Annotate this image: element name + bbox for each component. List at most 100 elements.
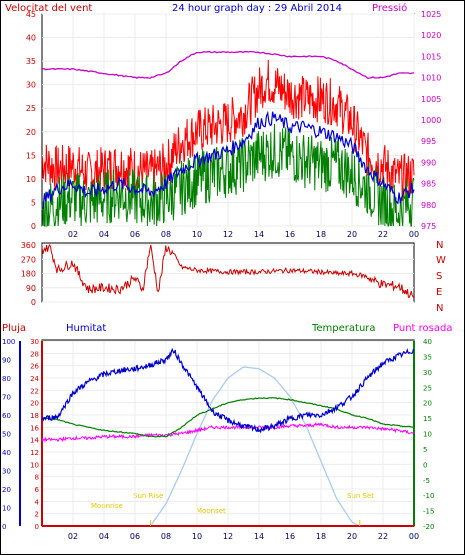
rain-axis-tick-label: 6 (35, 486, 40, 494)
pressure-axis-title: Pressió (372, 2, 407, 14)
x-tick-label: 16 (285, 532, 295, 541)
temperature-axis-tick-label: -15 (423, 508, 434, 516)
x-tick-label: 00 (409, 230, 419, 239)
temperature-axis-tick-label: -20 (423, 523, 434, 531)
x-tick-label: 00 (409, 532, 419, 541)
dir-label-n-top: N (436, 240, 443, 251)
direction-axis-tick-label: 90 (26, 284, 36, 293)
direction-axis-tick-label: 270 (21, 255, 36, 264)
rain-axis-tick-label: 12 (30, 449, 39, 457)
pressure-axis-tick-label: 1005 (421, 95, 441, 104)
humidity-axis-tick-label: 10 (2, 505, 11, 513)
direction-axis-tick-label: 180 (21, 270, 36, 279)
pressure-axis-tick-label: 985 (421, 180, 436, 189)
x-tick-label: 16 (285, 230, 295, 239)
wind-average-series (41, 110, 415, 209)
direction-axis-tick-label: 360 (21, 241, 36, 250)
wind-axis-tick-label: 35 (26, 57, 36, 66)
temperature-axis-tick-label: 15 (423, 415, 432, 423)
temperature-axis-tick-label: 35 (423, 353, 432, 361)
dir-label-w: W (436, 255, 446, 266)
pressure-axis-tick-label: 990 (421, 158, 436, 167)
x-tick-label: 08 (161, 532, 171, 541)
temperature-series (41, 396, 415, 438)
direction-axis-tick-label: 0 (31, 298, 36, 307)
wind-axis-tick-label: 20 (26, 128, 36, 137)
x-tick-label: 08 (161, 230, 171, 239)
wind-axis-tick-label: 25 (26, 104, 36, 113)
moonrise-label: Moonrise (91, 502, 123, 510)
wind-axis-tick-label: 5 (31, 198, 36, 207)
rain-axis-tick-label: 24 (30, 375, 39, 383)
x-tick-label: 10 (192, 532, 202, 541)
wind-speed-axis-title: Velocitat del vent (5, 3, 92, 14)
x-tick-label: 06 (130, 532, 140, 541)
rain-axis-tick-label: 18 (30, 412, 39, 420)
wind-gust-series (41, 59, 415, 202)
rain-axis-tick-label: 0 (35, 523, 39, 531)
temperature-axis-tick-label: -5 (423, 477, 430, 485)
moonset-label: Moonset (196, 507, 226, 515)
pressure-axis-tick-label: 1010 (421, 74, 441, 83)
humidity-axis-tick-label: 50 (2, 431, 11, 439)
temperature-axis-tick-label: 40 (423, 338, 432, 346)
chart-title: 24 hour graph day : 29 Abril 2014 (172, 3, 342, 14)
sunrise-label: Sun Rise (133, 492, 163, 500)
x-tick-label: 22 (378, 532, 388, 541)
x-tick-label: 12 (223, 230, 233, 239)
pressure-axis-tick-label: 1000 (421, 116, 441, 125)
humidity-axis-tick-label: 70 (2, 394, 11, 402)
pressure-axis-tick-label: 995 (421, 137, 436, 146)
pressure-axis-tick-label: 975 (421, 222, 436, 231)
x-tick-label: 22 (378, 230, 388, 239)
pressure-axis-tick-label: 1025 (421, 10, 441, 19)
sunset-label: Sun Set (347, 492, 374, 500)
legend-dew-point: Punt rosada (393, 323, 452, 334)
x-tick-label: 04 (99, 532, 109, 541)
humidity-axis-tick-label: 90 (2, 357, 11, 365)
x-tick-label: 04 (99, 230, 109, 239)
rain-axis-tick-label: 22 (30, 387, 39, 395)
legend-temperature: Temperatura (311, 323, 376, 334)
x-tick-label: 02 (68, 230, 78, 239)
x-tick-label: 18 (316, 230, 326, 239)
x-tick-label: 20 (347, 532, 357, 541)
humidity-axis-tick-label: 100 (2, 338, 15, 346)
humidity-axis-tick-label: 20 (2, 486, 11, 494)
rain-axis-tick-label: 10 (30, 461, 39, 469)
wind-axis-tick-label: 0 (31, 222, 36, 231)
wind-axis-tick-label: 10 (26, 175, 36, 184)
rain-axis-tick-label: 28 (30, 350, 39, 358)
dir-label-n-bottom: N (436, 303, 443, 314)
rain-axis-tick-label: 26 (30, 363, 39, 371)
x-tick-label: 14 (254, 230, 264, 239)
temperature-axis-tick-label: -10 (423, 492, 434, 500)
x-tick-label: 14 (254, 532, 264, 541)
humidity-axis-tick-label: 40 (2, 449, 11, 457)
x-tick-label: 06 (130, 230, 140, 239)
pressure-series (41, 50, 415, 79)
rain-axis-tick-label: 16 (30, 424, 39, 432)
temperature-axis-tick-label: 25 (423, 384, 432, 392)
pressure-axis-tick-label: 1020 (421, 31, 441, 40)
rain-axis-tick-label: 8 (35, 474, 39, 482)
rain-axis-tick-label: 4 (35, 498, 40, 506)
dir-label-e: E (436, 287, 442, 298)
temperature-axis-tick-label: 30 (423, 369, 432, 377)
pressure-axis-tick-label: 980 (421, 201, 436, 210)
temperature-axis-tick-label: 10 (423, 431, 432, 439)
temperature-axis-tick-label: 20 (423, 400, 432, 408)
x-tick-label: 10 (192, 230, 202, 239)
wind-axis-tick-label: 30 (26, 81, 36, 90)
humidity-axis-tick-label: 60 (2, 412, 11, 420)
rain-axis-tick-label: 30 (30, 338, 39, 346)
humidity-axis-tick-label: 80 (2, 375, 11, 383)
rain-axis-tick-label: 14 (30, 437, 39, 445)
legend-rain: Pluja (2, 323, 26, 334)
wind-direction-series (41, 244, 415, 298)
wind-axis-tick-label: 15 (26, 151, 36, 160)
rain-axis-tick-label: 20 (30, 400, 39, 408)
humidity-axis-tick-label: 30 (2, 468, 11, 476)
solar-radiation-series (149, 366, 361, 527)
